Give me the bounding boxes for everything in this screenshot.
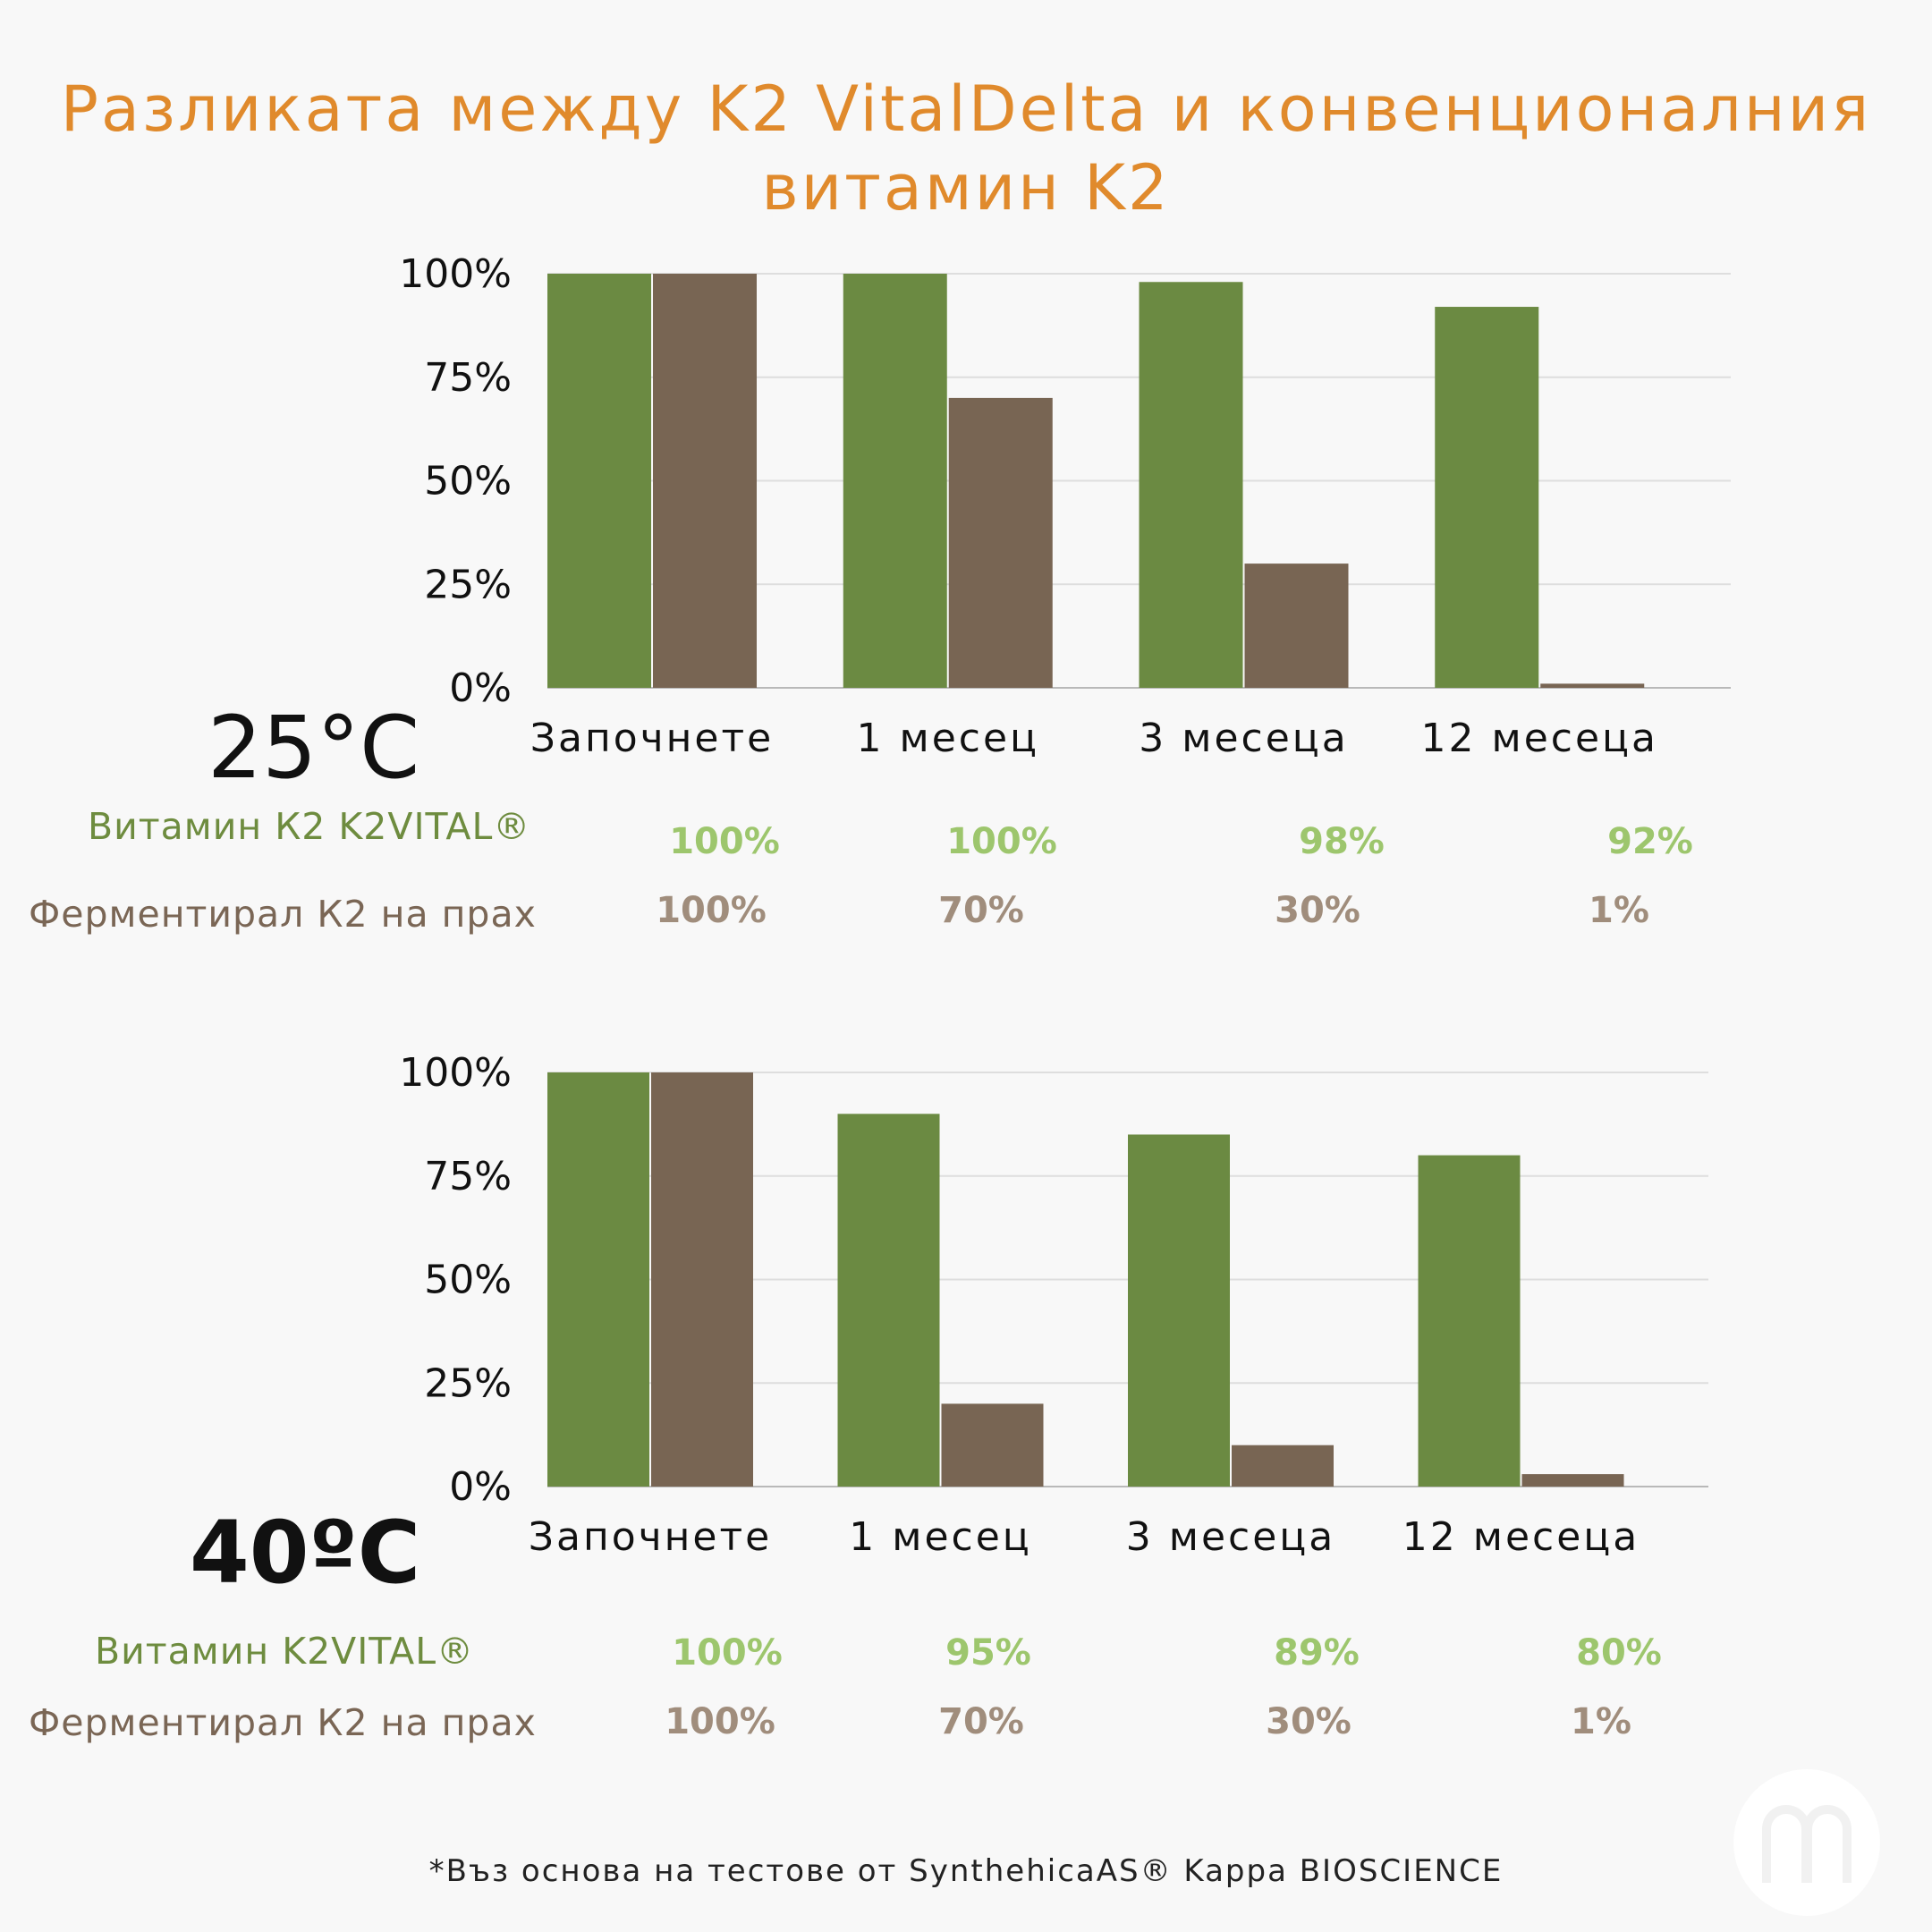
page-title: Разликата между K2 VitalDelta и конвенци… (60, 72, 1872, 225)
x-tick-label: Започнете (529, 1514, 772, 1560)
chart-25c: 0% 25% 50% 75% 100% Започнете 1 месец 3 месеца 1… (399, 251, 1731, 761)
bar (837, 1114, 940, 1487)
y-tick-label: 0% (449, 1464, 512, 1510)
bar (1232, 1445, 1334, 1487)
table2-brown-label: Ферментирал К2 на прах (29, 1701, 537, 1744)
chart-40c: 0% 25% 50% 75% 100% Започнете 1 месец 3 месеца 1… (399, 1050, 1708, 1560)
y-tick-label: 75% (424, 1154, 512, 1199)
x-tick-label: 1 месец (849, 1514, 1031, 1560)
y-tick-label: 25% (424, 1360, 512, 1406)
bar (1435, 307, 1539, 688)
brand-logo-icon (1733, 1769, 1880, 1916)
y-tick-label: 50% (424, 1258, 512, 1303)
bar (1418, 1155, 1521, 1487)
table1-green-value: 100% (669, 821, 780, 862)
table1-green-value: 92% (1607, 821, 1693, 862)
y-tick-label: 100% (399, 1050, 512, 1096)
bar (651, 1072, 753, 1487)
table2-brown-value: 1% (1571, 1701, 1631, 1742)
table2-brown-value: 30% (1266, 1701, 1352, 1742)
bar (948, 397, 1053, 688)
bar (1128, 1134, 1230, 1487)
y-tick-label: 100% (399, 251, 512, 297)
x-tick-label: Започнете (530, 716, 774, 761)
y-tick-label: 0% (449, 665, 512, 711)
x-tick-label: 12 месеца (1402, 1514, 1640, 1560)
bar (653, 274, 757, 688)
y-tick-label: 75% (424, 355, 512, 401)
footnote: *Въз основа на тестове от SynthehicaAS® … (428, 1853, 1504, 1889)
table2-green-value: 80% (1576, 1632, 1662, 1674)
bar (1244, 564, 1349, 688)
table2-green-value: 89% (1274, 1632, 1360, 1674)
bar (547, 1072, 649, 1487)
y-tick-label: 50% (424, 459, 512, 504)
bar (941, 1403, 1044, 1487)
x-tick-label: 1 месец (857, 716, 1039, 761)
table2-green-value: 100% (672, 1632, 783, 1674)
bar (1139, 282, 1243, 688)
temperature-label-25: 25°C (208, 698, 420, 798)
table1-green-label: Витамин К2 K2VITAL® (88, 805, 531, 848)
table2-brown-value: 70% (938, 1701, 1024, 1742)
table1-brown-label: Ферментирал К2 на прах (29, 893, 537, 936)
bar (1540, 683, 1645, 688)
temperature-label-40: 40ºC (190, 1503, 421, 1603)
table2-green-value: 95% (945, 1632, 1031, 1674)
y-tick-label: 25% (424, 562, 512, 607)
bar (1521, 1474, 1624, 1487)
table1-green-value: 100% (946, 821, 1057, 862)
x-tick-label: 3 месеца (1126, 1514, 1335, 1560)
table1-green-value: 98% (1299, 821, 1385, 862)
table1-brown-value: 30% (1275, 890, 1360, 931)
bar (843, 274, 947, 688)
table2-brown-value: 100% (665, 1701, 775, 1742)
table2-green-label: Витамин K2VITAL® (95, 1630, 475, 1673)
x-tick-label: 12 месеца (1421, 716, 1658, 761)
table1-brown-value: 1% (1589, 890, 1649, 931)
bar (547, 274, 651, 688)
x-tick-label: 3 месеца (1139, 716, 1348, 761)
table1-brown-value: 70% (938, 890, 1024, 931)
table1-brown-value: 100% (656, 890, 767, 931)
